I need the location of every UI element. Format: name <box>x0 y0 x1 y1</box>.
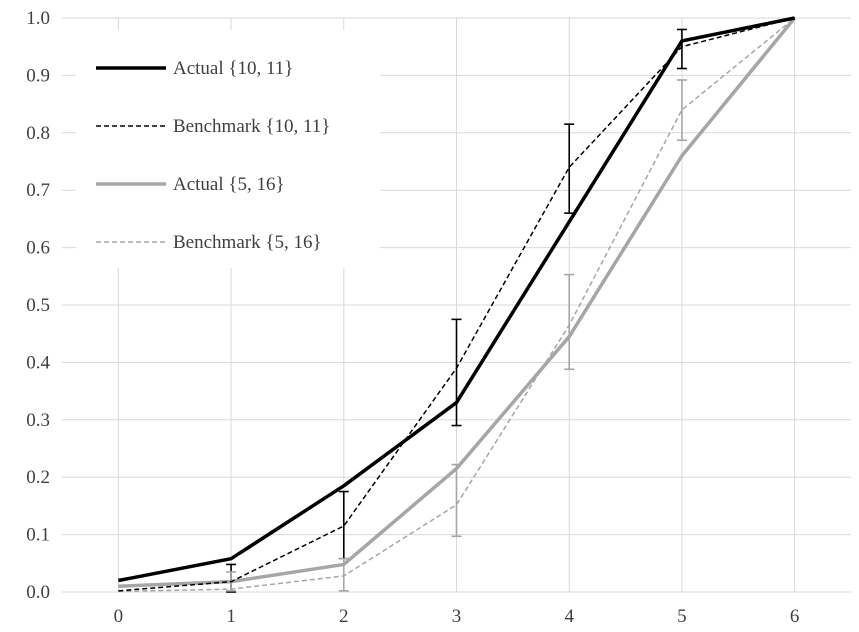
y-tick-label: 0.2 <box>26 467 50 488</box>
y-tick-label: 0.8 <box>26 123 50 144</box>
error-bar <box>451 463 462 538</box>
x-tick-label: 3 <box>452 606 462 627</box>
y-axis-tick-labels: 0.0 0.1 0.2 0.3 0.4 0.5 0.6 0.7 0.8 0.9 1.0 <box>26 8 50 603</box>
x-axis-tick-labels: 0 1 2 3 4 5 6 <box>114 606 800 627</box>
series-line-0 <box>118 16 795 583</box>
legend: Actual {10, 11} Benchmark {10, 11} Actual … <box>76 30 380 268</box>
y-tick-label: 0.6 <box>26 238 50 259</box>
legend-item: Actual {5, 16} <box>96 174 285 195</box>
legend-label: Actual {10, 11} <box>173 58 293 79</box>
x-tick-label: 6 <box>790 606 800 627</box>
legend-item: Benchmark {10, 11} <box>96 116 330 137</box>
x-tick-label: 4 <box>564 606 574 627</box>
error-bar <box>676 79 687 142</box>
x-tick-label: 2 <box>339 606 349 627</box>
x-tick-label: 0 <box>114 606 124 627</box>
y-tick-label: 0.3 <box>26 410 50 431</box>
y-tick-label: 0.9 <box>26 65 50 86</box>
y-tick-label: 1.0 <box>26 8 50 29</box>
y-tick-label: 0.7 <box>26 180 50 201</box>
error-bars <box>226 28 687 593</box>
x-tick-label: 5 <box>677 606 687 627</box>
error-bar <box>338 490 349 560</box>
error-bar <box>676 28 687 70</box>
x-tick-label: 1 <box>226 606 236 627</box>
series-line-1 <box>118 17 795 592</box>
error-bar <box>451 318 462 427</box>
legend-label: Benchmark {5, 16} <box>173 232 322 253</box>
error-bar <box>564 123 575 214</box>
y-tick-label: 0.5 <box>26 295 50 316</box>
legend-label: Actual {5, 16} <box>173 174 285 195</box>
series-lines <box>118 16 796 593</box>
y-tick-label: 0.1 <box>26 525 50 546</box>
legend-item: Actual {10, 11} <box>96 58 293 79</box>
series-line-3 <box>118 17 796 593</box>
y-tick-label: 0.0 <box>26 582 50 603</box>
legend-label: Benchmark {10, 11} <box>173 116 330 137</box>
error-bar <box>564 273 575 371</box>
legend-item: Benchmark {5, 16} <box>96 232 322 253</box>
y-tick-label: 0.4 <box>26 352 50 373</box>
